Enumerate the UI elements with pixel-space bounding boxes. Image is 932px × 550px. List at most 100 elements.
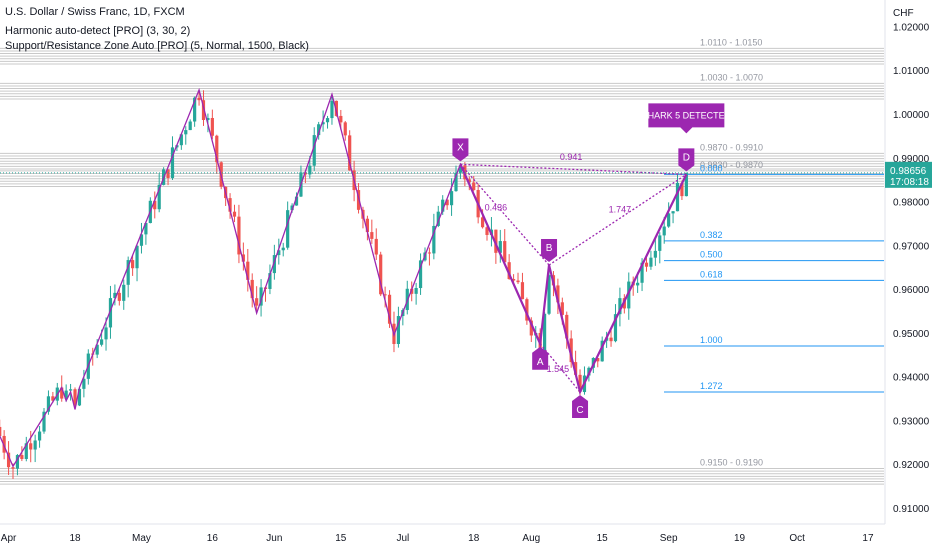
candle-body[interactable]	[294, 196, 299, 206]
candle-body[interactable]	[613, 314, 618, 342]
candle-body[interactable]	[565, 314, 569, 339]
candle-body[interactable]	[467, 179, 471, 183]
candle-body[interactable]	[170, 147, 175, 179]
candle-body[interactable]	[379, 254, 383, 295]
candle-body[interactable]	[348, 135, 352, 171]
candle-body[interactable]	[658, 235, 662, 251]
candle-body[interactable]	[449, 191, 454, 206]
candle-body[interactable]	[122, 284, 126, 301]
candle-body[interactable]	[241, 254, 245, 262]
candle-body[interactable]	[370, 232, 374, 239]
candle-body[interactable]	[308, 165, 312, 175]
candle-body[interactable]	[596, 357, 600, 362]
candle-body[interactable]	[365, 218, 369, 233]
candle-body[interactable]	[68, 389, 73, 391]
candle-body[interactable]	[157, 184, 161, 210]
candle-body[interactable]	[60, 387, 64, 399]
candle-body[interactable]	[680, 182, 684, 197]
candle-body[interactable]	[684, 172, 688, 197]
candle-body[interactable]	[480, 217, 485, 228]
candle-body[interactable]	[454, 172, 458, 192]
candle-body[interactable]	[215, 135, 219, 163]
candle-body[interactable]	[636, 282, 640, 286]
candle-body[interactable]	[675, 182, 680, 212]
candle-body[interactable]	[427, 252, 432, 254]
candle-body[interactable]	[556, 285, 560, 303]
candle-body[interactable]	[485, 227, 489, 235]
candle-body[interactable]	[507, 262, 511, 279]
candle-body[interactable]	[312, 135, 316, 166]
candle-body[interactable]	[494, 229, 498, 253]
candle-body[interactable]	[0, 426, 2, 436]
candle-body[interactable]	[387, 294, 392, 324]
candle-body[interactable]	[578, 374, 582, 393]
candle-body[interactable]	[445, 199, 449, 206]
candle-body[interactable]	[343, 122, 347, 136]
candle-body[interactable]	[37, 431, 42, 441]
candle-body[interactable]	[472, 182, 476, 191]
candle-body[interactable]	[569, 338, 573, 363]
candle-body[interactable]	[197, 97, 201, 101]
candle-body[interactable]	[334, 100, 338, 116]
candle-body[interactable]	[206, 117, 210, 121]
candle-body[interactable]	[77, 388, 82, 406]
candle-body[interactable]	[259, 287, 263, 306]
pattern-point-x[interactable]: X	[452, 138, 469, 162]
candle-body[interactable]	[20, 455, 24, 459]
candle-body[interactable]	[232, 211, 237, 217]
candle-body[interactable]	[250, 279, 254, 299]
candle-body[interactable]	[396, 316, 401, 344]
candle-body[interactable]	[246, 261, 250, 280]
candle-body[interactable]	[649, 257, 653, 267]
candle-body[interactable]	[64, 390, 68, 399]
candle-body[interactable]	[339, 115, 343, 123]
candle-body[interactable]	[272, 255, 276, 274]
candle-body[interactable]	[268, 273, 272, 289]
candle-body[interactable]	[135, 245, 139, 269]
candle-body[interactable]	[516, 280, 520, 283]
candle-body[interactable]	[574, 362, 578, 375]
candle-body[interactable]	[15, 455, 20, 469]
candle-body[interactable]	[193, 97, 197, 122]
candle-body[interactable]	[153, 200, 157, 210]
candle-body[interactable]	[286, 210, 290, 248]
candle-body[interactable]	[95, 344, 99, 355]
candle-body[interactable]	[383, 294, 387, 296]
indicator-sr-zone[interactable]: Support/Resistance Zone Auto [PRO] (5, N…	[5, 40, 309, 52]
candle-body[interactable]	[290, 205, 294, 211]
candle-body[interactable]	[330, 100, 334, 119]
candle-body[interactable]	[210, 117, 214, 136]
candle-body[interactable]	[277, 250, 281, 256]
candle-body[interactable]	[432, 225, 436, 254]
candle-body[interactable]	[228, 198, 232, 212]
candle-body[interactable]	[418, 260, 423, 289]
candle-body[interactable]	[201, 100, 206, 121]
candle-body[interactable]	[503, 241, 507, 263]
candle-body[interactable]	[436, 211, 440, 226]
candle-body[interactable]	[33, 440, 37, 450]
candle-body[interactable]	[441, 199, 445, 212]
candle-body[interactable]	[511, 278, 516, 281]
pattern-point-a[interactable]: A	[532, 346, 549, 370]
candle-body[interactable]	[131, 260, 135, 269]
pattern-point-b[interactable]: B	[541, 239, 558, 263]
candle-body[interactable]	[317, 124, 321, 136]
candle-body[interactable]	[82, 378, 86, 389]
candle-body[interactable]	[113, 292, 117, 299]
candle-body[interactable]	[600, 340, 604, 362]
candle-body[interactable]	[144, 223, 148, 235]
candle-body[interactable]	[529, 320, 533, 336]
candle-body[interactable]	[560, 302, 564, 315]
pattern-point-c[interactable]: C	[572, 394, 589, 418]
candle-body[interactable]	[543, 313, 547, 355]
candle-body[interactable]	[73, 389, 77, 406]
candle-body[interactable]	[179, 134, 183, 146]
candle-body[interactable]	[640, 262, 644, 283]
candle-body[interactable]	[117, 292, 121, 301]
candle-body[interactable]	[609, 337, 613, 342]
candle-body[interactable]	[166, 169, 170, 179]
candle-body[interactable]	[653, 250, 657, 258]
candle-body[interactable]	[667, 213, 671, 227]
candle-body[interactable]	[662, 226, 666, 236]
candle-body[interactable]	[644, 262, 649, 267]
